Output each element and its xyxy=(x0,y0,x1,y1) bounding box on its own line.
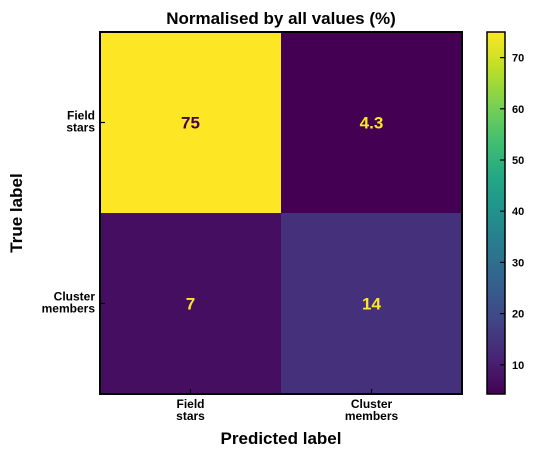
colorbar-frame xyxy=(486,31,506,395)
colorbar-tick-label: 10 xyxy=(512,360,524,372)
heatmap-cell xyxy=(281,213,463,395)
colorbar-ticks: 10 20 30 40 50 60 70 xyxy=(500,53,524,372)
heatmap-cell-value: 14 xyxy=(362,295,381,314)
y-tick-label: Field stars xyxy=(66,109,95,135)
x-axis-label: Predicted label xyxy=(221,429,342,448)
heatmap-cell xyxy=(100,32,282,214)
colorbar-tick-label: 70 xyxy=(512,53,524,65)
heatmap-cell xyxy=(281,32,463,214)
heatmap-cells xyxy=(100,32,463,395)
colorbar-tick-label: 30 xyxy=(512,257,524,269)
heatmap-cell-labels: 75 4.3 7 14 xyxy=(181,114,383,314)
colorbar-tick-label: 60 xyxy=(512,104,524,116)
heatmap-cell-value: 7 xyxy=(186,295,195,314)
colorbar-tick-label: 50 xyxy=(512,155,524,167)
x-tick-label: Cluster members xyxy=(345,397,399,423)
colorbar xyxy=(487,32,505,394)
chart-title: Normalised by all values (%) xyxy=(166,9,396,28)
heatmap-cell-value: 75 xyxy=(181,114,200,133)
x-axis-ticks: Field stars Cluster members xyxy=(176,389,399,423)
colorbar-tick-label: 40 xyxy=(512,206,524,218)
x-tick-label: Field stars xyxy=(176,397,205,423)
y-axis-label: True label xyxy=(7,173,26,252)
colorbar-tick-label: 20 xyxy=(512,309,524,321)
plot-frame xyxy=(99,31,463,395)
heatmap-cell-value: 4.3 xyxy=(360,114,384,133)
y-axis-ticks: Field stars Cluster members xyxy=(42,109,105,316)
heatmap-cell xyxy=(100,213,282,395)
y-tick-label: Cluster members xyxy=(42,290,96,316)
